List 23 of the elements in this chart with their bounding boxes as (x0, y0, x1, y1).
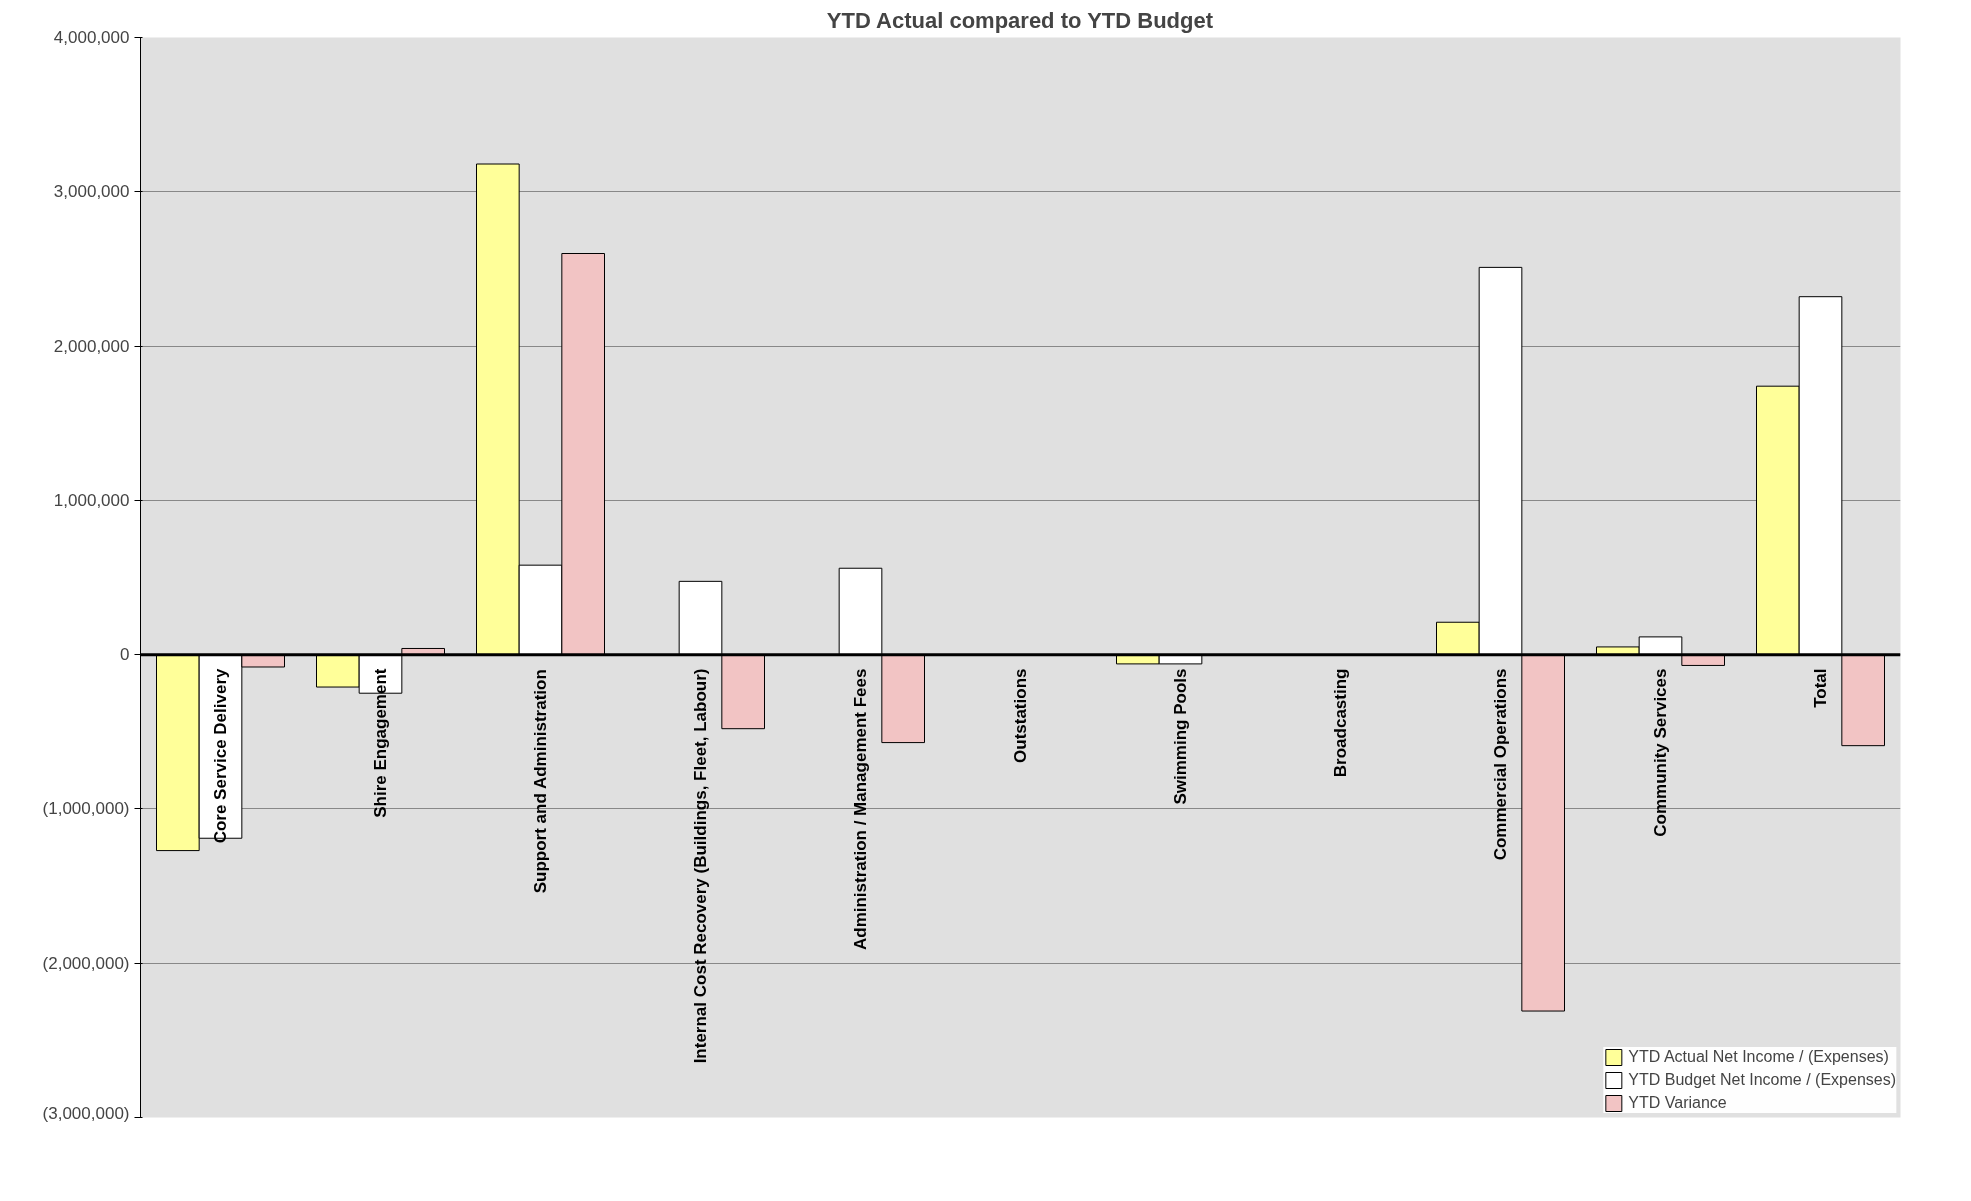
y-tick-label: 4,000,000 (53, 28, 130, 47)
x-tick-label: Total (1811, 668, 1830, 708)
x-tick-label: Support and Administration (531, 669, 550, 894)
x-tick-label: Swimming Pools (1171, 668, 1190, 805)
x-tick-label: Outstations (1011, 668, 1030, 763)
y-tick-label: (1,000,000) (42, 799, 130, 819)
y-tick-label: 1,000,000 (53, 490, 130, 510)
legend-label: YTD Variance (1628, 1094, 1727, 1112)
y-tick-label: (3,000,000) (42, 1103, 130, 1123)
x-tick-label: Core Service Delivery (211, 667, 230, 844)
x-tick-label: Internal Cost Recovery (Buildings, Fleet, Labour) (691, 668, 710, 1064)
y-tick-label: 0 (120, 645, 130, 665)
y-tick-label: 3,000,000 (53, 182, 130, 202)
x-tick-label: Commercial Operations (1491, 668, 1510, 861)
chart-title: YTD Actual compared to YTD Budget (826, 7, 1214, 33)
legend-label: YTD Actual Net Income / (Expenses) (1628, 1048, 1889, 1066)
x-tick-label: Shire Engagement (371, 668, 390, 818)
x-tick-label: Community Services (1651, 668, 1670, 837)
y-tick-label: 2,000,000 (53, 336, 130, 356)
x-tick-label: Administration / Management Fees (851, 668, 870, 951)
legend-label: YTD Budget Net Income / (Expenses) (1628, 1071, 1896, 1089)
y-tick-label: (2,000,000) (42, 953, 130, 973)
x-tick-label: Broadcasting (1331, 668, 1350, 778)
